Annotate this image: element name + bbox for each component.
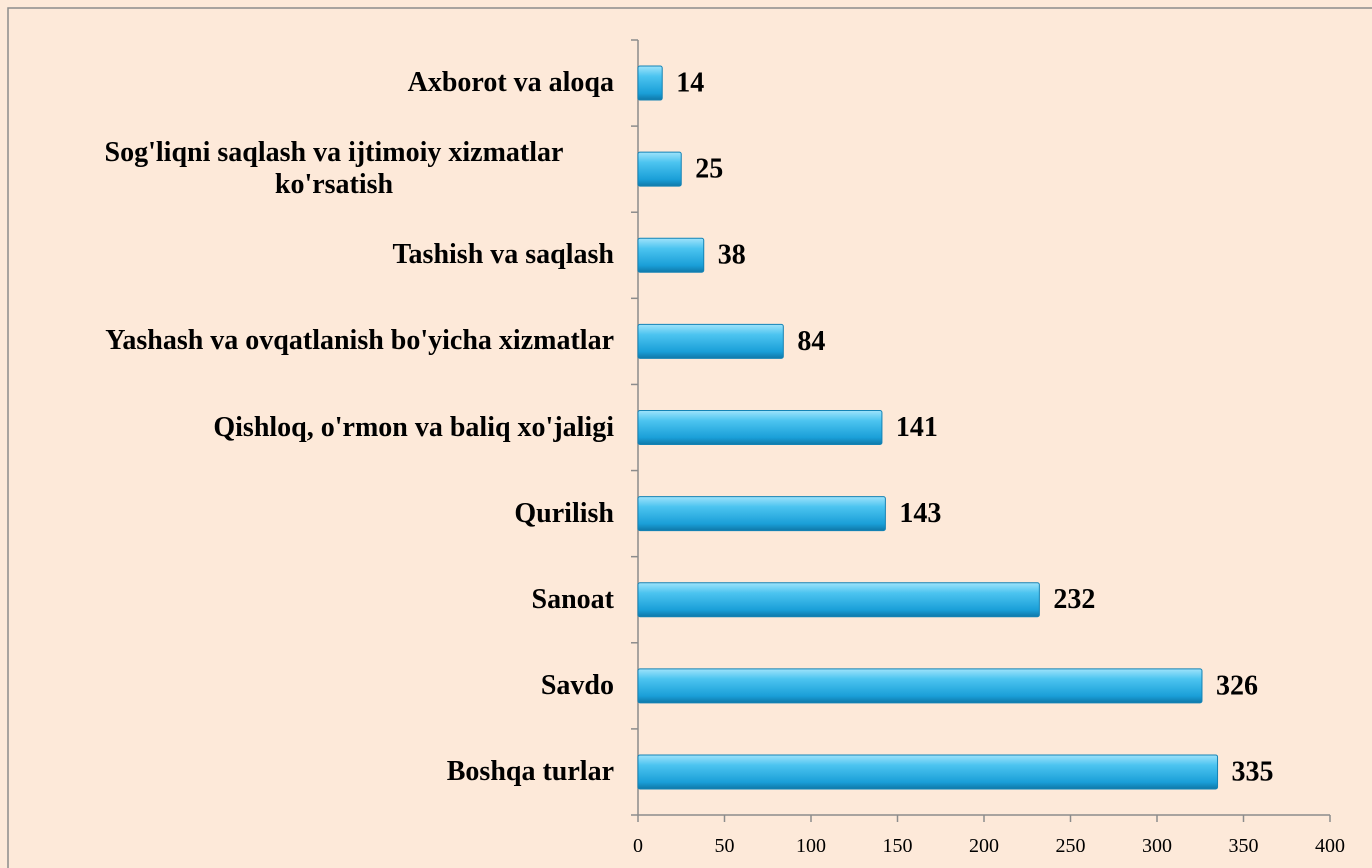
x-tick-label: 300 xyxy=(1142,835,1172,857)
x-tick-label: 200 xyxy=(969,835,999,857)
x-tick-label: 400 xyxy=(1315,835,1345,857)
bar xyxy=(637,237,705,273)
category-label-box: Yashash va ovqatlanish bo'yicha xizmatla… xyxy=(105,298,614,384)
value-label: 14 xyxy=(676,67,704,98)
category-label: Boshqa turlar xyxy=(446,755,614,787)
category-label-box: Axborot va aloqa xyxy=(408,40,614,126)
value-label: 143 xyxy=(899,498,941,529)
category-label: Savdo xyxy=(540,669,614,701)
bar xyxy=(637,582,1040,618)
bar xyxy=(637,410,883,445)
x-tick-label: 100 xyxy=(796,835,826,857)
category-label: Tashish va saqlash xyxy=(392,239,614,271)
category-label-box: Qishloq, o'rmon va baliq xo'jaligi xyxy=(213,385,614,471)
bar xyxy=(637,323,784,359)
value-label: 326 xyxy=(1216,670,1258,701)
category-label-box: Boshqa turlar xyxy=(447,729,614,815)
bar xyxy=(637,668,1203,704)
x-tick-label: 0 xyxy=(633,835,643,857)
x-tick-label: 350 xyxy=(1229,835,1259,857)
value-label: 84 xyxy=(797,326,825,357)
category-label-box: Tashish va saqlash xyxy=(392,212,614,298)
value-label: 25 xyxy=(695,154,723,185)
category-label-box: Sanoat xyxy=(532,557,614,643)
value-label: 141 xyxy=(896,412,938,443)
bar xyxy=(637,496,886,532)
category-label-box: Qurilish xyxy=(514,471,614,557)
category-label: Sanoat xyxy=(531,583,614,615)
category-label: Axborot va aloqa xyxy=(407,67,614,99)
category-label: Qishloq, o'rmon va baliq xo'jaligi xyxy=(213,411,614,443)
category-label-box: Sog'liqni saqlash va ijtimoiy xizmatlar … xyxy=(54,126,614,212)
bar xyxy=(637,151,682,187)
bar xyxy=(637,754,1219,790)
x-tick-label: 150 xyxy=(883,835,913,857)
value-label: 38 xyxy=(718,240,746,271)
x-tick-label: 50 xyxy=(715,835,735,857)
bar xyxy=(637,65,663,101)
value-label: 335 xyxy=(1232,756,1274,787)
category-label: Yashash va ovqatlanish bo'yicha xizmatla… xyxy=(105,325,614,357)
value-label: 232 xyxy=(1053,584,1095,615)
x-tick-label: 250 xyxy=(1056,835,1086,857)
category-label: Sog'liqni saqlash va ijtimoiy xizmatlar … xyxy=(104,137,564,201)
category-label-box: Savdo xyxy=(541,643,614,729)
category-label: Qurilish xyxy=(514,497,614,529)
